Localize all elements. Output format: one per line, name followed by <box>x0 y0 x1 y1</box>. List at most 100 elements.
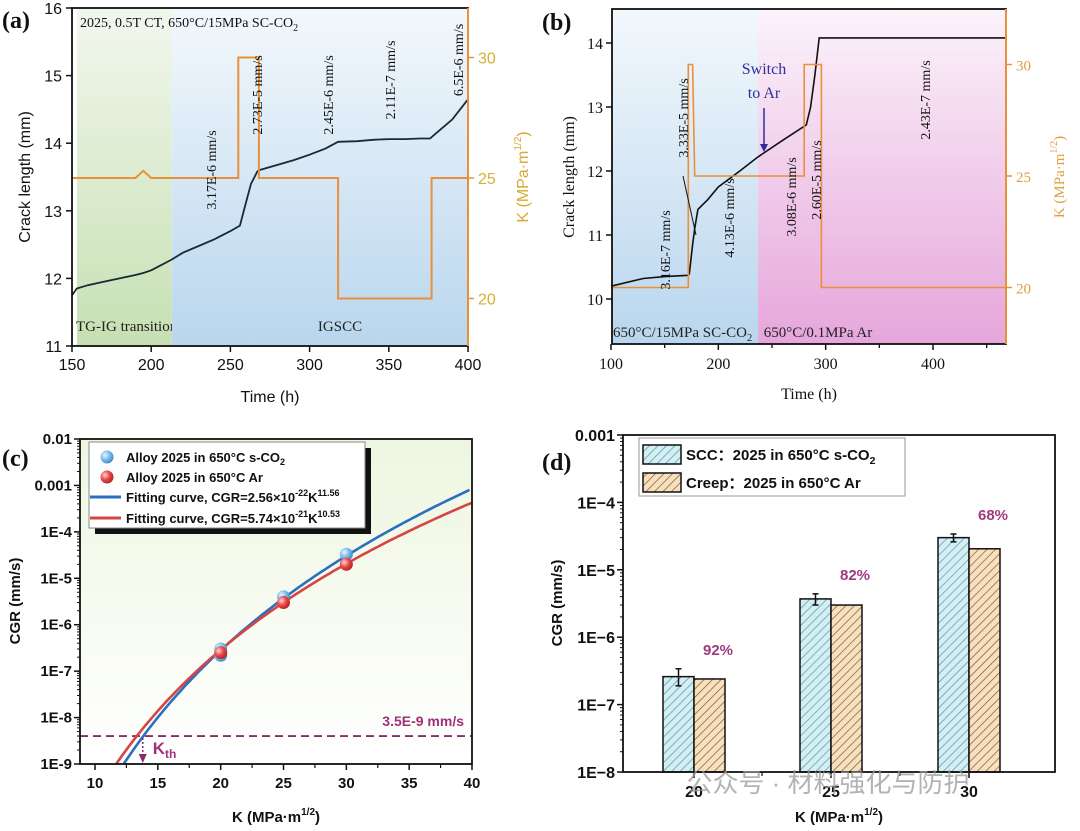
legend-label: Creep：2025 in 650°C Ar <box>686 475 861 492</box>
x-tick-label: 20 <box>685 784 703 801</box>
x-tick-label: 100 <box>599 356 623 373</box>
x-tick-label: 400 <box>455 357 482 374</box>
x-tick-label: 30 <box>960 784 978 801</box>
y2-tick-label: 20 <box>478 292 496 309</box>
y-tick-label: 14 <box>587 36 603 53</box>
y2-tick-label: 30 <box>478 51 496 68</box>
x-tick-label: 25 <box>822 784 840 801</box>
annotation-pointer <box>682 175 697 236</box>
y-tick-label: 1E−4 <box>577 495 615 512</box>
y-tick-label: 1E-6 <box>40 617 72 634</box>
y2-tick-label: 25 <box>1016 170 1031 186</box>
switch-annotation: to Ar <box>748 85 781 102</box>
legend-marker-icon <box>100 450 114 464</box>
crack-length-line <box>610 37 1006 287</box>
bar-scc <box>662 675 695 773</box>
rate-annotation: 2.60E-5 mm/s <box>810 140 825 219</box>
switch-annotation: Switch <box>742 61 786 78</box>
panel-b: 650°C/15MPa SC-CO2 650°C/0.1MPa Ar 3.16E-… <box>542 8 1068 403</box>
x-tick-label: 15 <box>149 775 166 792</box>
rate-annotation: 2.11E-7 mm/s <box>384 41 399 120</box>
x-tick-label: 400 <box>921 356 945 373</box>
data-point-ar <box>214 646 228 660</box>
bar-creep <box>693 678 726 773</box>
fit-curve-0 <box>122 488 471 765</box>
fit-curve-1 <box>115 501 472 765</box>
legend-label: Fitting curve, CGR=5.74×10-21K10.53 <box>126 509 340 526</box>
rate-annotation: 2.73E-5 mm/s <box>251 55 266 134</box>
y-tick-label: 11 <box>45 339 62 356</box>
y-tick-label: 1E−7 <box>577 698 615 715</box>
legend-swatch-icon <box>642 444 682 465</box>
x-tick-label: 200 <box>138 357 165 374</box>
legend-label: Alloy 2025 in 650°C s-CO2 <box>126 450 285 467</box>
region-label: 650°C/0.1MPa Ar <box>764 325 873 341</box>
legend-label: Alloy 2025 in 650°C Ar <box>126 470 263 485</box>
bar-scc <box>799 598 832 773</box>
y-tick-label: 1E-4 <box>40 524 72 541</box>
panel-d-legend: SCC：2025 in 650°C s-CO2 Creep：2025 in 650… <box>638 437 906 497</box>
region-label: IGSCC <box>318 319 362 335</box>
x-tick-label: 30 <box>338 775 355 792</box>
y-tick-label: 1E-8 <box>40 710 72 727</box>
kth-arrow-icon <box>138 754 147 763</box>
panel-b-y2label: K (MPa·m1/2) <box>1049 136 1068 218</box>
y-tick-label: 1E−8 <box>577 765 615 782</box>
panel-a-xlabel: Time (h) <box>241 389 300 406</box>
panel-b-label: (b) <box>542 10 571 36</box>
panel-a-title: 2025, 0.5T CT, 650°C/15MPa SC-CO2 <box>80 16 298 34</box>
x-tick-label: 150 <box>59 357 86 374</box>
y-tick-label: 13 <box>44 204 62 221</box>
panel-d-label: (d) <box>542 450 571 476</box>
bar-creep <box>968 548 1001 773</box>
y-tick-label: 11 <box>588 228 603 245</box>
y-tick-label: 12 <box>44 271 62 288</box>
region-label: 650°C/15MPa SC-CO2 <box>613 325 752 344</box>
panel-b-ylabel: Crack length (mm) <box>561 116 578 238</box>
region-label: TG-IG transition <box>76 319 178 335</box>
watermark: 公众号 · 材料强化与防护 <box>686 768 969 798</box>
k-line <box>72 56 468 300</box>
bar-scc <box>937 536 970 773</box>
rate-annotation: 2.43E-7 mm/s <box>919 60 934 139</box>
x-tick-label: 40 <box>464 775 481 792</box>
panel-c-label: (c) <box>2 446 29 472</box>
panel-c-frame <box>79 438 473 765</box>
panel-c-xlabel: K (MPa·m1/2) <box>232 807 320 826</box>
legend-label: SCC：2025 in 650°C s-CO2 <box>686 447 876 467</box>
panel-c-legend: Alloy 2025 in 650°C s-CO2 Alloy 2025 in 6… <box>88 441 371 534</box>
rate-annotation: 6.5E-6 mm/s <box>452 24 467 96</box>
y-tick-label: 12 <box>587 164 603 181</box>
y-tick-label: 15 <box>44 69 62 86</box>
y-tick-label: 16 <box>44 1 62 18</box>
legend-box <box>638 437 906 497</box>
panel-d: 92% 82% 68% 20 25 30 1E−8 1E−7 1E−6 1E−5 1E−4 0.00… <box>542 428 1056 826</box>
y-tick-label: 0.001 <box>34 477 72 494</box>
y-tick-label: 1E-7 <box>40 663 72 680</box>
x-tick-label: 35 <box>401 775 418 792</box>
y-tick-label: 0.01 <box>43 431 72 448</box>
panel-a-ylabel: Crack length (mm) <box>17 111 34 243</box>
y-tick-label: 1E−6 <box>577 630 615 647</box>
x-tick-label: 350 <box>375 357 402 374</box>
data-point-ar <box>339 557 353 571</box>
panel-a-y2label: K (MPa·m1/2) <box>513 131 532 222</box>
data-label: 82% <box>840 567 870 584</box>
rate-annotation: 2.45E-6 mm/s <box>322 55 337 134</box>
legend-swatch-icon <box>642 472 682 493</box>
x-tick-label: 200 <box>706 356 730 373</box>
x-tick-label: 20 <box>212 775 229 792</box>
legend-marker-icon <box>100 470 114 484</box>
legend-label: Fitting curve, CGR=2.56×10-22K11.56 <box>126 488 340 505</box>
threshold-label: 3.5E-9 mm/s <box>382 713 464 729</box>
data-point-ar <box>277 596 290 610</box>
rate-annotation: 3.17E-6 mm/s <box>205 130 220 209</box>
y2-tick-label: 20 <box>1016 282 1031 298</box>
x-tick-label: 300 <box>814 356 838 373</box>
rate-annotation: 4.13E-6 mm/s <box>723 178 738 257</box>
y2-tick-label: 25 <box>478 171 496 188</box>
y2-tick-label: 30 <box>1016 59 1031 75</box>
x-tick-label: 300 <box>296 357 323 374</box>
panel-c: 3.5E-9 mm/s Kth 10 15 20 25 30 35 40 1E-9 1E-8 1E-… <box>2 431 480 826</box>
bar-creep <box>830 604 863 773</box>
